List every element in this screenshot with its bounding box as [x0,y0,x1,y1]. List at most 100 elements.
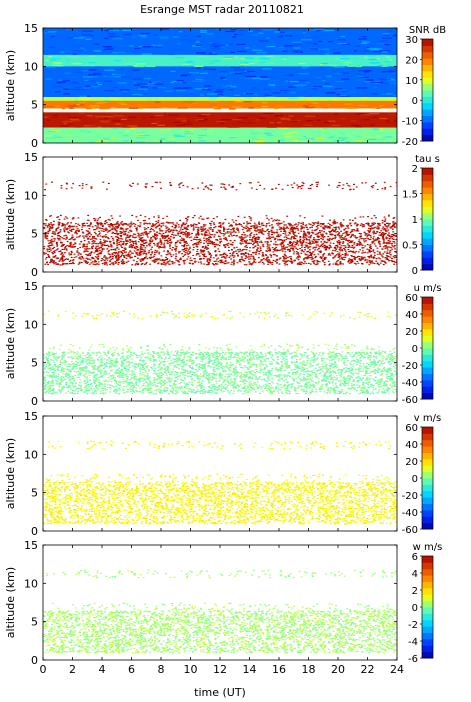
data-point [381,219,384,222]
data-point [108,219,111,221]
data-point [315,233,318,235]
data-point [217,235,220,237]
data-point [253,251,256,253]
data-point [122,241,125,243]
data-point [74,243,77,245]
colorbar-swatch [422,115,433,123]
data-point [244,246,246,248]
data-streak [183,101,194,103]
data-point [350,261,352,263]
data-point [125,229,128,231]
data-point [189,252,191,254]
data-point [52,247,54,250]
data-streak [138,35,147,37]
data-point [324,226,327,228]
data-streak [352,58,359,60]
data-streak [324,29,334,32]
data-point [192,224,194,227]
data-point [239,261,242,263]
data-streak [340,35,346,38]
data-point [272,248,275,251]
data-point [293,251,296,253]
data-point [384,228,387,230]
data-point [101,227,104,230]
data-point [86,247,88,249]
data-point [94,229,97,231]
data-point [153,253,156,256]
data-point [382,235,385,237]
data-point [66,263,69,265]
data-streak [327,99,332,102]
data-point [255,224,258,226]
data-point [253,225,256,228]
data-streak [99,120,110,122]
data-point [235,246,238,248]
data-point [378,237,381,240]
data-point [264,241,267,243]
data-streak [204,88,208,90]
data-streak [159,37,168,39]
data-streak [287,136,298,138]
data-point [315,226,318,228]
data-point [250,187,253,189]
data-point [179,239,182,241]
data-point [147,227,150,229]
data-point [202,188,205,190]
data-point [342,240,345,243]
data-streak [395,83,397,86]
data-point [81,246,84,248]
data-point [387,240,390,242]
data-streak [395,115,397,117]
data-streak [144,78,151,80]
data-point [322,255,324,257]
data-point [226,243,229,245]
data-point [299,215,302,217]
data-point [255,233,258,235]
data-point [358,243,361,245]
data-point [343,259,346,261]
data-point [350,230,353,232]
data-streak [256,105,261,107]
data-point [285,260,288,263]
data-point [171,312,174,315]
data-streak [248,114,260,117]
data-point [221,261,224,264]
data-point [276,255,278,257]
data-point [362,252,365,254]
data-point [209,235,212,238]
data-point [290,247,293,249]
data-point [313,238,315,241]
data-point [285,238,288,241]
data-point [148,218,151,220]
data-point [65,258,68,260]
data-streak [213,108,222,110]
data-point [149,231,152,233]
colorbar-swatch [422,219,433,226]
data-point [45,252,47,254]
data-streak [117,102,125,104]
data-streak [228,82,233,84]
data-point [138,233,140,235]
data-point [95,243,98,245]
data-streak [154,113,166,115]
data-point [129,246,132,248]
data-streak [102,28,108,30]
data-point [333,221,336,223]
data-point [129,241,131,243]
data-streak [363,56,369,58]
data-point [136,254,139,256]
data-point [94,218,97,220]
data-point [84,246,87,248]
data-point [209,260,212,262]
data-streak [130,52,134,54]
y-tick-label: 10 [24,189,38,202]
data-point [259,229,262,231]
data-point [323,263,326,266]
data-point [277,239,279,241]
data-streak [280,118,291,120]
data-point [49,239,52,242]
data-point [170,242,173,244]
data-point [220,183,223,185]
data-point [163,237,166,239]
data-point [301,181,304,184]
